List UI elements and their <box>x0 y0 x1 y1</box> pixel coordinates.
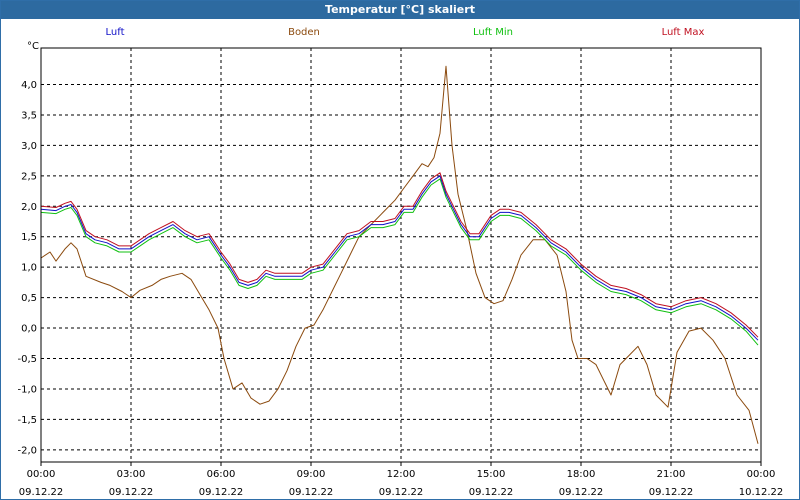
series-group <box>40 65 759 444</box>
x-tick-time: 12:00 <box>387 469 416 480</box>
y-tick-label: 2,0 <box>21 202 37 213</box>
y-tick-label: -1,5 <box>17 415 37 426</box>
x-tick-date: 09.12.22 <box>469 487 514 498</box>
y-tick-label: 3,0 <box>21 141 37 152</box>
series-line-luft <box>40 175 759 341</box>
y-tick-label: -0,5 <box>17 354 37 365</box>
x-tick-labels: 00:00 09.12.22 03:00 09.12.22 06:00 09.12.22 0… <box>19 462 784 498</box>
legend-item: Luft <box>106 27 125 38</box>
legend-item: Boden <box>288 27 320 38</box>
y-tick-label: 4,0 <box>21 80 37 91</box>
temperature-chart: Luft Boden Luft Min Luft Max °C -2,0 -1,5 -1,… <box>17 27 784 498</box>
x-tick-date: 09.12.22 <box>379 487 424 498</box>
x-tick-time: 00:00 <box>27 469 56 480</box>
grid <box>41 48 761 462</box>
x-tick-date: 09.12.22 <box>109 487 154 498</box>
y-tick-label: 3,5 <box>21 110 37 121</box>
plot-frame <box>40 47 762 463</box>
y-tick-label: 2,5 <box>21 171 37 182</box>
x-tick-time: 15:00 <box>477 469 506 480</box>
legend-item: Luft Min <box>473 27 513 38</box>
series-line-boden <box>40 65 759 444</box>
x-tick-time: 21:00 <box>657 469 686 480</box>
x-tick-time: 00:00 <box>747 469 776 480</box>
x-tick-date: 09.12.22 <box>19 487 64 498</box>
series-line-luft-min <box>40 178 759 346</box>
y-tick-label: 1,5 <box>21 232 37 243</box>
x-tick-date: 09.12.22 <box>649 487 694 498</box>
x-tick-time: 09:00 <box>297 469 326 480</box>
window-title: Temperatur [°C] skaliert <box>1 1 799 19</box>
series-line-luft-max <box>40 172 759 338</box>
x-tick-time: 03:00 <box>117 469 146 480</box>
x-tick-date: 09.12.22 <box>199 487 244 498</box>
y-tick-label: -2,0 <box>17 445 37 456</box>
x-tick-date: 10.12.22 <box>739 487 784 498</box>
y-tick-label: 0,5 <box>21 293 37 304</box>
legend: Luft Boden Luft Min Luft Max <box>106 27 705 38</box>
y-tick-label: -1,0 <box>17 384 37 395</box>
y-tick-labels: -2,0 -1,5 -1,0 -0,5 0,0 0,5 1,0 1,5 2,0 2,5 3,0 3,5… <box>17 80 37 456</box>
y-tick-label: 0,0 <box>21 324 37 335</box>
x-tick-time: 18:00 <box>567 469 596 480</box>
y-tick-label: 1,0 <box>21 263 37 274</box>
x-tick-date: 09.12.22 <box>289 487 334 498</box>
y-axis-label: °C <box>27 41 39 52</box>
legend-item: Luft Max <box>662 27 705 38</box>
x-tick-time: 06:00 <box>207 469 236 480</box>
x-tick-date: 09.12.22 <box>559 487 604 498</box>
